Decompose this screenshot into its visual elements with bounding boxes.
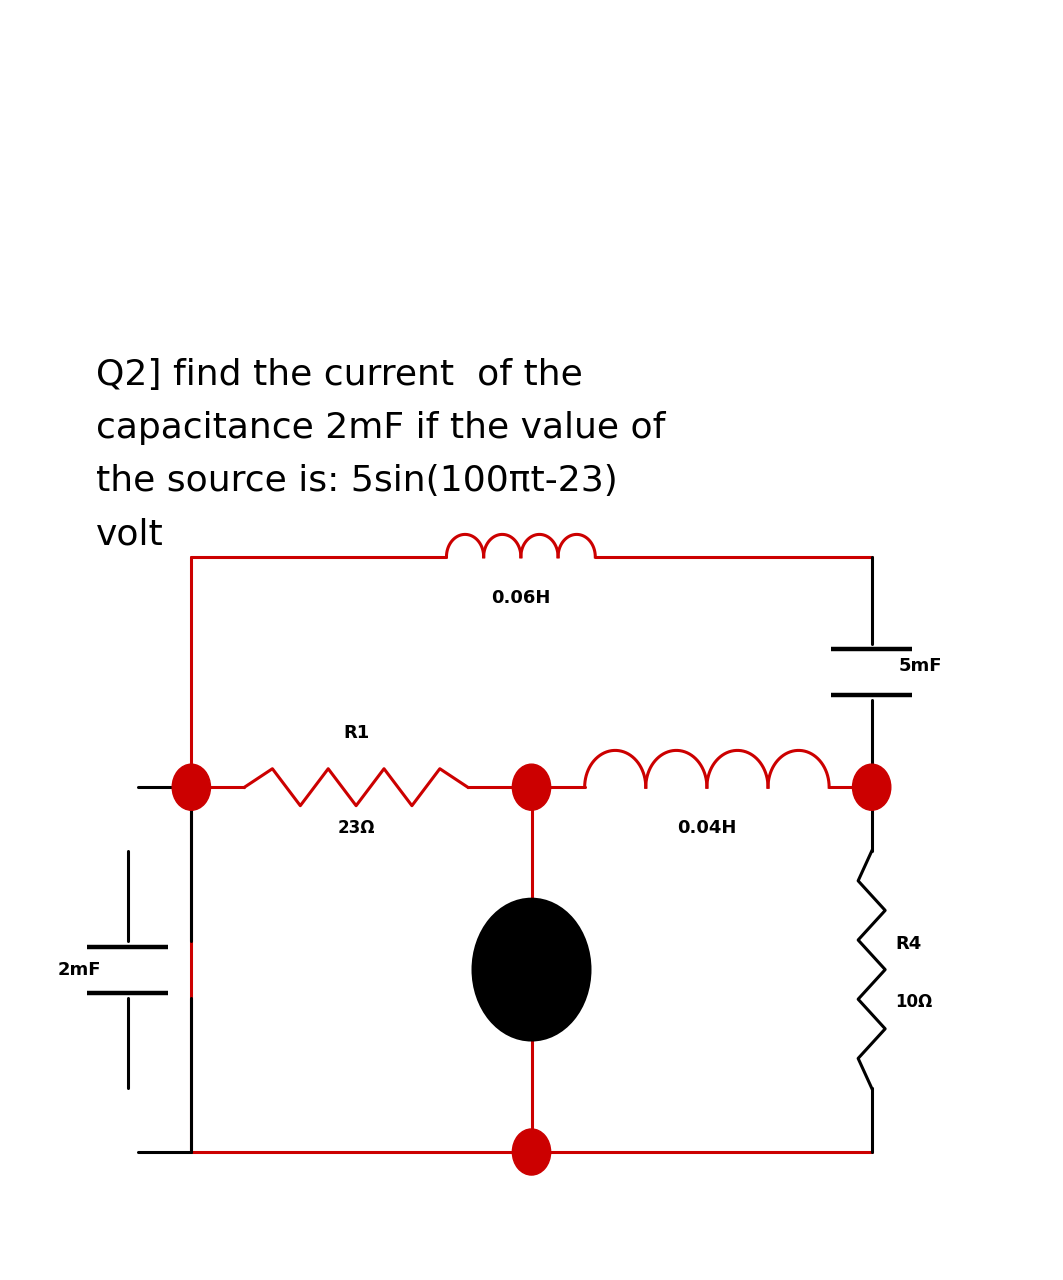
Text: 0.06H: 0.06H [491,589,551,607]
Text: 10Ω: 10Ω [895,992,932,1011]
Text: R4: R4 [895,934,922,954]
Text: 23Ω: 23Ω [337,819,375,837]
Text: Q2] find the current  of the
capacitance 2mF if the value of
the source is: 5sin: Q2] find the current of the capacitance … [96,358,665,552]
Text: 5mF: 5mF [898,657,942,675]
Text: +: + [525,934,538,948]
Text: 0.04H: 0.04H [677,819,737,837]
Text: 2mF: 2mF [57,960,101,979]
Text: R1: R1 [343,724,369,742]
Circle shape [172,764,210,810]
Circle shape [853,764,891,810]
Circle shape [473,900,590,1039]
Text: ~: ~ [523,956,540,975]
Text: −: − [525,997,538,1011]
Circle shape [512,764,551,810]
Circle shape [512,1129,551,1175]
